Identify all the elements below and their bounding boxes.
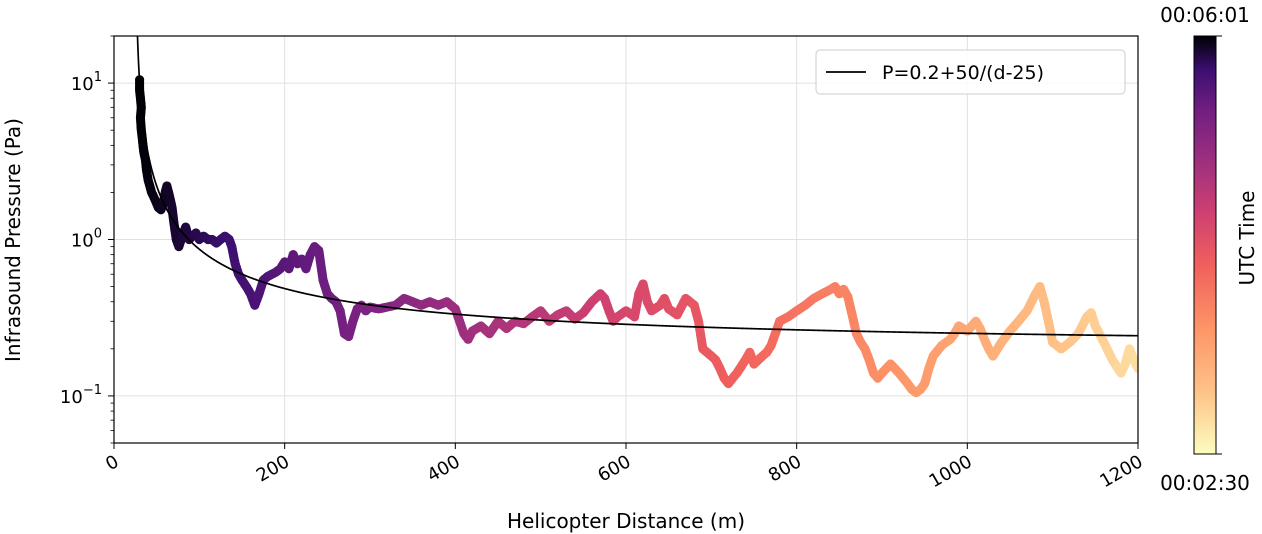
colorbar: 00:06:01 00:02:30 UTC Time [1160,3,1259,495]
x-tick-label-1: 200 [253,451,293,486]
x-tick-label-6: 1200 [1096,451,1146,492]
x-axis-ticks: 0 200 400 600 800 1000 1200 [102,443,1147,492]
x-tick-label-4: 800 [765,451,805,486]
legend-entry-fit: P=0.2+50/(d-25) [882,62,1044,84]
x-axis-label: Helicopter Distance (m) [507,509,745,533]
colorbar-bottom-label: 00:02:30 [1160,471,1250,495]
colorbar-top-label: 00:06:01 [1160,3,1250,27]
y-axis-label: Infrasound Pressure (Pa) [1,118,25,362]
colorbar-title: UTC Time [1235,191,1259,286]
x-tick-label-5: 1000 [926,451,976,492]
y-tick-label-2: 101 [71,70,102,95]
colorbar-gradient [1193,35,1217,455]
legend: P=0.2+50/(d-25) [815,49,1126,95]
y-tick-label-0: 10−1 [60,383,102,408]
x-tick-label-0: 0 [102,451,122,475]
y-axis-ticks: 10−1 100 101 [60,35,114,444]
x-tick-label-3: 600 [594,451,634,486]
grid-lines [113,36,1139,443]
legend-box [815,49,1126,95]
x-tick-label-2: 400 [424,451,464,486]
fit-curve-line [136,36,1138,337]
y-tick-label-1: 100 [71,227,102,252]
data-point-1018 [1133,363,1138,373]
scatter-points [135,75,1138,398]
